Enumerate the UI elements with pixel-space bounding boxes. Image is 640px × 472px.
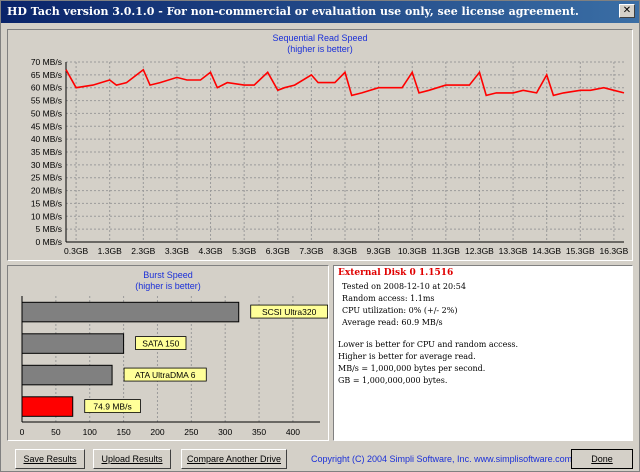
x-tick-label: 12.3GB xyxy=(465,246,494,256)
note-line: GB = 1,000,000,000 bytes. xyxy=(338,376,448,385)
x-tick-label: 8.3GB xyxy=(333,246,357,256)
x-tick-label: 2.3GB xyxy=(131,246,155,256)
y-tick-label: 0 MB/s xyxy=(36,237,62,247)
read-speed-line xyxy=(65,68,625,97)
save-results-button[interactable]: Save Results xyxy=(15,449,85,469)
x-tick-label: 350 xyxy=(252,427,266,437)
bar-label: SCSI Ultra320 xyxy=(262,307,317,317)
y-tick-label: 20 MB/s xyxy=(31,186,62,196)
y-tick-label: 15 MB/s xyxy=(31,198,62,208)
random-access: Random access: 1.1ms xyxy=(342,294,435,303)
note-line: MB/s = 1,000,000 bytes per second. xyxy=(338,364,486,373)
x-tick-label: 16.3GB xyxy=(600,246,629,256)
x-tick-label: 0.3GB xyxy=(64,246,88,256)
x-tick-label: 13.3GB xyxy=(499,246,528,256)
save-results-label: Save Results xyxy=(23,454,77,464)
burst-bar xyxy=(21,333,125,354)
note-line: Higher is better for average read. xyxy=(338,352,476,361)
note-line: Lower is better for CPU and random acces… xyxy=(338,340,519,349)
bar-label-box xyxy=(250,304,328,319)
cpu-utilization: CPU utilization: 0% (+/- 2%) xyxy=(342,306,458,315)
read-chart-subtitle: (higher is better) xyxy=(287,44,353,54)
x-tick-label: 7.3GB xyxy=(299,246,323,256)
close-icon[interactable]: ✕ xyxy=(619,4,635,18)
upload-results-label: Upload Results xyxy=(101,454,163,464)
x-tick-label: 5.3GB xyxy=(232,246,256,256)
read-chart-title: Sequential Read Speed xyxy=(272,33,368,43)
burst-speed-chart: 0 50 100 150 200 250 300 350 400 SCSI Ultra320 SAT… xyxy=(20,296,328,437)
y-tick-label: 40 MB/s xyxy=(31,134,62,144)
x-tick-label: 14.3GB xyxy=(532,246,561,256)
title-bar[interactable]: HD Tach version 3.0.1.0 - For non-commer… xyxy=(1,1,639,23)
x-tick-label: 100 xyxy=(83,427,97,437)
bar-label-box xyxy=(84,399,141,413)
sequential-read-chart: 0 MB/s 5 MB/s 10 MB/s 15 MB/s 20 MB/s 25 MB/s… xyxy=(31,57,629,256)
x-tick-label: 150 xyxy=(116,427,130,437)
window-title: HD Tach version 3.0.1.0 - For non-commer… xyxy=(7,5,579,18)
x-tick-label: 4.3GB xyxy=(198,246,222,256)
x-tick-label: 3.3GB xyxy=(165,246,189,256)
x-tick-label: 1.3GB xyxy=(98,246,122,256)
y-tick-label: 5 MB/s xyxy=(36,224,62,234)
drive-info-panel: External Disk 0 1.1516 Tested on 2008-12… xyxy=(333,265,633,441)
x-tick-label: 400 xyxy=(286,427,300,437)
bar-label: 74.9 MB/s xyxy=(93,402,131,412)
burst-bar xyxy=(21,364,113,386)
copyright-text: Copyright (C) 2004 Simpli Software, Inc.… xyxy=(311,454,573,464)
x-tick-label: 15.3GB xyxy=(566,246,595,256)
y-tick-label: 25 MB/s xyxy=(31,173,62,183)
average-read: Average read: 60.9 MB/s xyxy=(342,318,443,327)
compare-another-drive-label: Compare Another Drive xyxy=(186,454,282,464)
x-tick-label: 11.3GB xyxy=(432,246,461,256)
upload-results-button[interactable]: Upload Results xyxy=(93,449,171,469)
bar-label: ATA UltraDMA 6 xyxy=(135,370,196,380)
x-tick-label: 250 xyxy=(184,427,198,437)
x-tick-label: 300 xyxy=(218,427,232,437)
x-tick-label: 200 xyxy=(150,427,164,437)
x-tick-label: 6.3GB xyxy=(266,246,290,256)
x-tick-label: 9.3GB xyxy=(367,246,391,256)
bar-label-box xyxy=(135,336,187,350)
burst-bar xyxy=(21,396,74,417)
done-button[interactable]: Done xyxy=(571,449,633,469)
y-tick-label: 65 MB/s xyxy=(31,70,62,80)
x-tick-label: 10.3GB xyxy=(398,246,427,256)
burst-bar xyxy=(21,301,240,323)
y-tick-label: 30 MB/s xyxy=(31,160,62,170)
y-tick-label: 55 MB/s xyxy=(31,96,62,106)
drive-name: External Disk 0 1.1516 xyxy=(338,268,454,278)
y-tick-label: 60 MB/s xyxy=(31,83,62,93)
tested-on: Tested on 2008-12-10 at 20:54 xyxy=(342,282,466,291)
y-tick-label: 50 MB/s xyxy=(31,108,62,118)
compare-another-drive-button[interactable]: Compare Another Drive xyxy=(181,449,287,469)
y-tick-label: 10 MB/s xyxy=(31,211,62,221)
burst-chart-subtitle: (higher is better) xyxy=(135,281,201,291)
y-tick-label: 70 MB/s xyxy=(31,57,62,67)
x-tick-label: 0 xyxy=(20,427,25,437)
bar-label-box xyxy=(123,367,207,382)
y-tick-label: 35 MB/s xyxy=(31,147,62,157)
y-tick-label: 45 MB/s xyxy=(31,121,62,131)
done-label: Done xyxy=(591,454,613,464)
burst-chart-title: Burst Speed xyxy=(143,270,193,280)
burst-speed-panel: Burst Speed (higher is better) 0 50 100 150… xyxy=(7,265,329,441)
bar-label: SATA 150 xyxy=(142,339,179,349)
x-tick-label: 50 xyxy=(51,427,61,437)
sequential-read-panel: Sequential Read Speed (higher is better)… xyxy=(7,29,633,261)
